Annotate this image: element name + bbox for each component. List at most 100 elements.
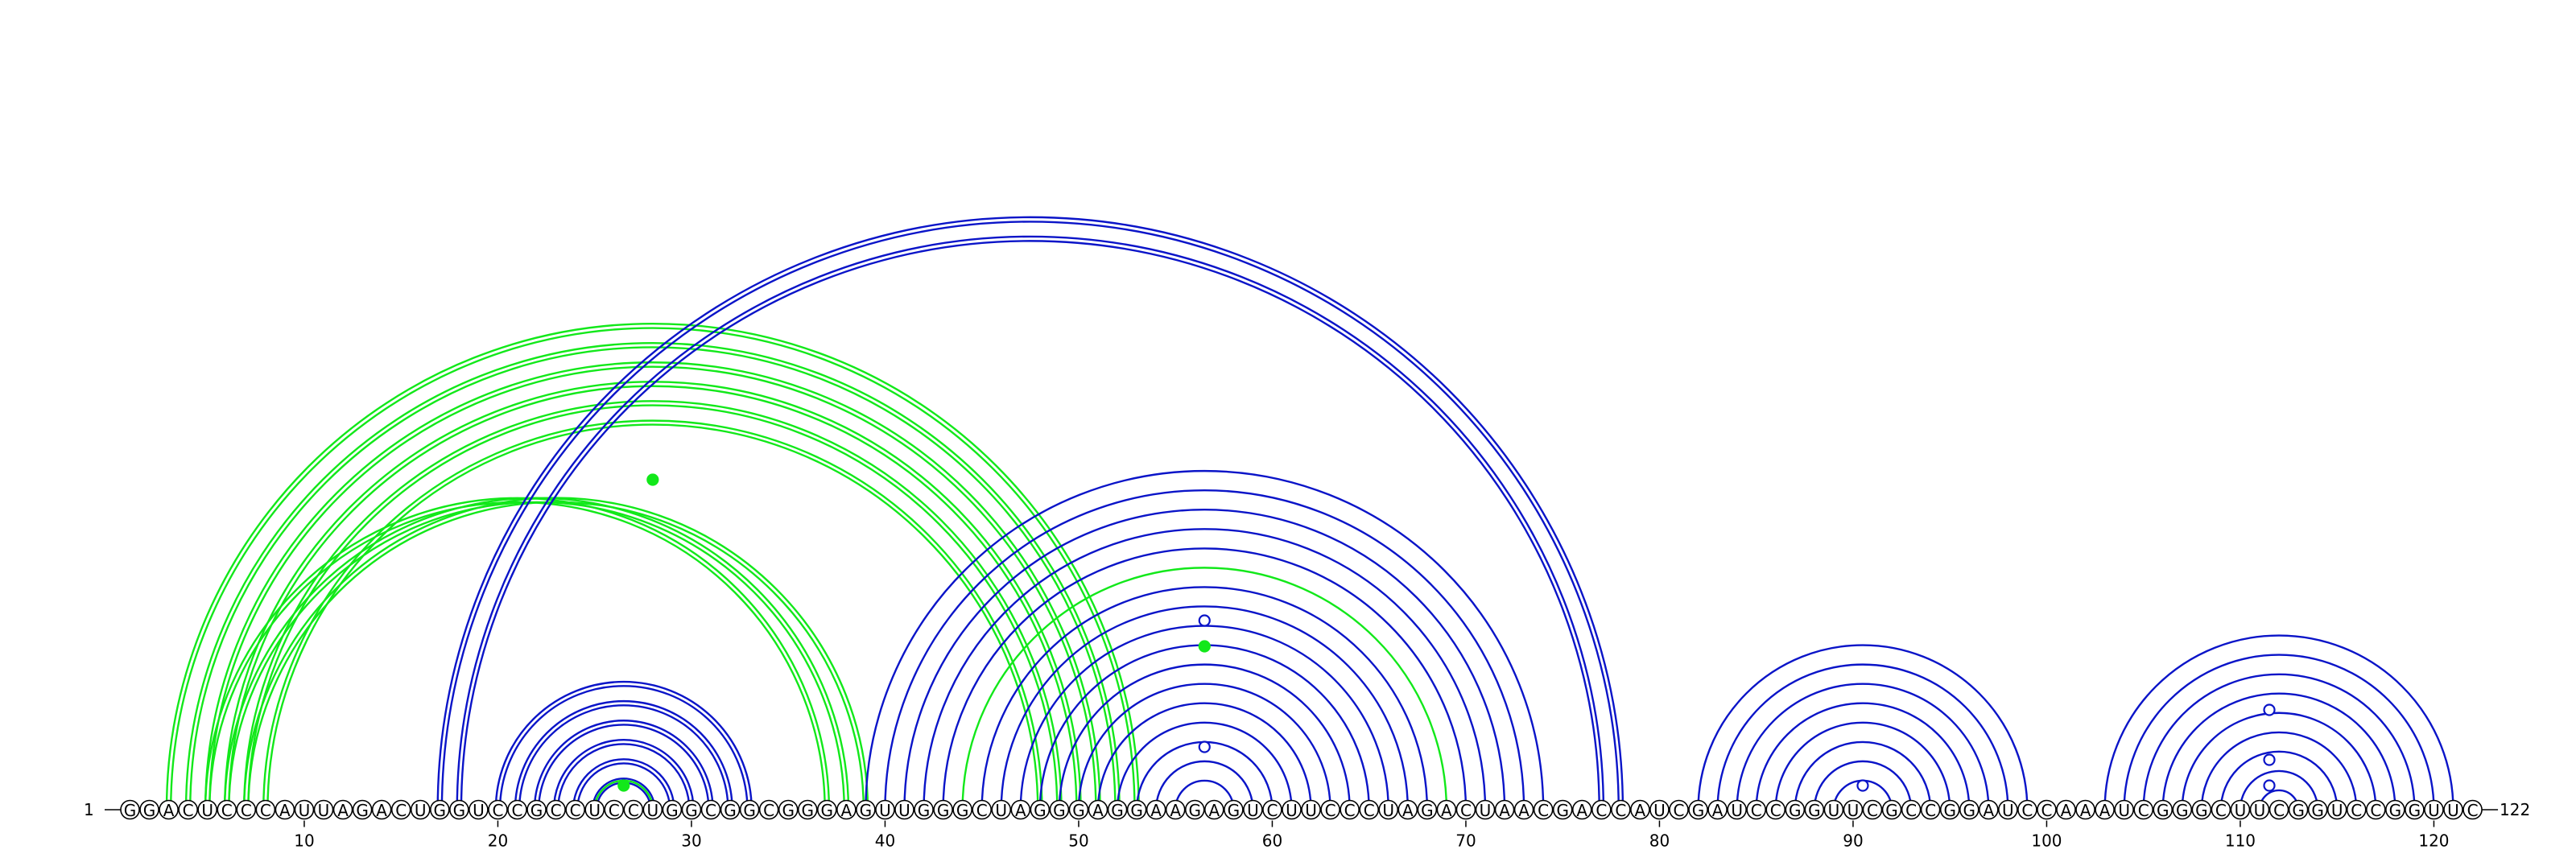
arc-blue-54-59 — [1154, 760, 1254, 811]
nucleotide-letter: C — [1460, 801, 1472, 820]
arc-blue-23-30 — [557, 743, 691, 811]
nucleotide-circle — [875, 799, 895, 820]
marker-blue-7 — [2263, 753, 2276, 766]
nucleotide-circle — [1552, 799, 1573, 820]
nucleotide-circle — [332, 799, 353, 820]
nucleotide-circle — [778, 799, 799, 820]
nucleotide-letter: G — [1034, 801, 1046, 820]
nucleotide-letter: C — [628, 801, 639, 820]
nucleotide-circle — [2288, 799, 2309, 820]
end-label: 122 — [2500, 800, 2530, 819]
nucleotide-letter: A — [1576, 801, 1587, 820]
nucleotide-circle — [1107, 799, 1128, 820]
nucleotide-circle — [972, 799, 992, 820]
arc-green-5-37 — [204, 497, 831, 811]
nucleotide-letter: C — [2041, 801, 2052, 820]
nucleotide-circle — [236, 799, 257, 820]
nucleotide-circle — [1146, 799, 1166, 820]
nucleotide-letter: G — [1072, 801, 1085, 820]
nucleotide-letter: A — [1635, 801, 1646, 820]
arc-blue-24-29 — [572, 758, 675, 811]
nucleotide-circle — [352, 799, 373, 820]
nucleotide-circle — [313, 799, 334, 820]
arc-green-5-51 — [208, 365, 1097, 811]
arc-blue-108-116 — [2200, 731, 2358, 811]
nucleotide-letter: G — [1421, 801, 1434, 820]
arc-green-6-50 — [223, 381, 1082, 811]
arc-blue-88-93 — [1813, 760, 1913, 811]
arc-blue-82-99 — [1697, 644, 2029, 811]
arc-blue-46-67 — [1000, 605, 1409, 811]
nucleotide-letter: A — [1170, 801, 1181, 820]
nucleotide-letter: G — [453, 801, 466, 820]
nucleotide-circle — [604, 799, 625, 820]
tick-label: 10 — [294, 831, 314, 851]
nucleotide-circle — [1707, 799, 1728, 820]
arc-blue-17-78 — [440, 220, 1620, 811]
tick-label: 70 — [1455, 831, 1476, 851]
nucleotide-circle — [2268, 799, 2289, 820]
nucleotide-letter: U — [2428, 801, 2440, 820]
nucleotide-circle — [836, 799, 857, 820]
nucleotide-circle — [1513, 799, 1534, 820]
nucleotide-circle — [197, 799, 218, 820]
tick-label: 100 — [2031, 831, 2062, 851]
nucleotide-letter: G — [956, 801, 969, 820]
nucleotide-letter: U — [318, 801, 330, 820]
nucleotide-circle — [120, 799, 140, 820]
nucleotide-letter: C — [763, 801, 774, 820]
nucleotide-circle — [2153, 799, 2174, 820]
nucleotide-circle — [1417, 799, 1438, 820]
nucleotide-circle — [1184, 799, 1205, 820]
nucleotide-letter: C — [241, 801, 252, 820]
nucleotide-letter: A — [1441, 801, 1452, 820]
nucleotide-letter: A — [1983, 801, 1994, 820]
nucleotide-circle — [1397, 799, 1418, 820]
nucleotide-letter: G — [821, 801, 834, 820]
nucleotide-letter: G — [937, 801, 950, 820]
nucleotide-circle — [991, 799, 1012, 820]
arc-blue-52-61 — [1116, 721, 1293, 811]
nucleotide-circle — [1010, 799, 1031, 820]
arc-blue-39-74 — [865, 469, 1545, 811]
nucleotide-circle — [720, 799, 741, 820]
nucleotide-letter: C — [570, 801, 581, 820]
nucleotide-letter: C — [705, 801, 716, 820]
nucleotide-letter: G — [860, 801, 873, 820]
nucleotide-letter: C — [551, 801, 562, 820]
arc-green-7-39 — [247, 501, 865, 811]
arc-blue-20-33 — [494, 680, 753, 811]
nucleotide-letter: G — [743, 801, 756, 820]
nucleotide-circle — [469, 799, 489, 820]
nucleotide-letter: G — [2195, 801, 2208, 820]
nucleotide-circle — [1611, 799, 1631, 820]
nucleotide-letter: U — [2331, 801, 2343, 820]
nucleotide-circle — [2346, 799, 2367, 820]
nucleotide-letter: C — [609, 801, 620, 820]
arc-blue-18-77 — [456, 235, 1605, 811]
arc-blue-49-64 — [1058, 663, 1351, 811]
nucleotide-letter: G — [918, 801, 931, 820]
nucleotide-circle — [1049, 799, 1070, 820]
nucleotide-circle — [933, 799, 953, 820]
nucleotide-letter: G — [1943, 801, 1956, 820]
nucleotide-letter: U — [1731, 801, 1743, 820]
axis-layer: 1 122 10 20 30 40 50 60 70 80 90 100 110 120 — [84, 800, 2530, 851]
marker-blue-5 — [1856, 779, 1869, 792]
nucleotide-circle — [1475, 799, 1496, 820]
nucleotide-letter: C — [183, 801, 194, 820]
nucleotide-letter: C — [1325, 801, 1336, 820]
arc-blue-48-65 — [1038, 644, 1370, 811]
nucleotide-letter: C — [395, 801, 407, 820]
start-label: 1 — [84, 800, 94, 819]
nucleotide-circle — [159, 799, 179, 820]
nucleotide-circle — [1979, 799, 1999, 820]
nucleotide-circle — [662, 799, 683, 820]
nucleotide-circle — [410, 799, 431, 820]
nucleotide-circle — [1920, 799, 1941, 820]
nucleotide-letter: C — [1770, 801, 1781, 820]
nucleotide-circle — [1030, 799, 1051, 820]
nucleotide-letter: U — [898, 801, 910, 820]
nucleotide-circle — [1378, 799, 1399, 820]
